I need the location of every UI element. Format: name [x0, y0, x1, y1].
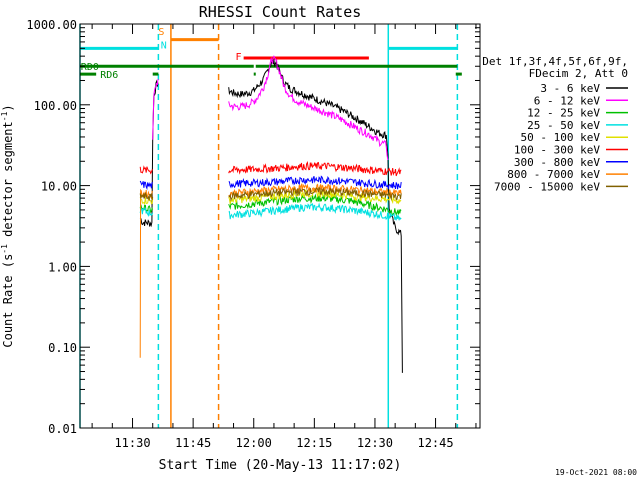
y-tick-label: 1000.00 — [26, 18, 77, 32]
legend-label: 7000 - 15000 keV — [494, 180, 600, 193]
series-line — [139, 180, 153, 191]
series-line — [152, 78, 159, 140]
legend-label: 50 - 100 keV — [521, 131, 601, 144]
legend-label: 6 - 12 keV — [534, 94, 601, 107]
series-line — [228, 187, 402, 202]
series-line — [139, 79, 159, 228]
series-line — [228, 193, 402, 217]
y-tick-label: 10.00 — [41, 180, 77, 194]
x-tick-label: 12:15 — [296, 436, 332, 450]
axes: 11:30 11:45 12:00 12:15 12:30 12:45 1000.00 100… — [26, 18, 480, 450]
x-tick-label: 12:45 — [417, 436, 453, 450]
x-tick-label: 11:45 — [175, 436, 211, 450]
y-axis-label-sup2: -1 — [0, 111, 9, 121]
y-tick-label: 100.00 — [34, 99, 77, 113]
plot-frame — [79, 23, 481, 429]
legend-label: 800 - 7000 keV — [507, 168, 600, 181]
y-axis-label: Count Rate (s-1 detector segment-1) — [0, 104, 15, 347]
series-line — [228, 175, 402, 190]
legend-header-line: FDecim 2, Att 0 — [529, 67, 628, 80]
legend-label: 300 - 800 keV — [514, 156, 600, 169]
series-line — [228, 58, 403, 373]
y-axis-label-sup1: -1 — [0, 244, 9, 254]
y-tick-label: 0.01 — [48, 422, 77, 436]
x-tick-label: 12:30 — [357, 436, 393, 450]
bar-label: RD6 — [100, 70, 118, 81]
y-axis-label-main: Count Rate (s — [1, 254, 15, 348]
bar-label: F — [236, 52, 242, 63]
legend-header-line: Det 1f,3f,4f,5f,6f,9f, — [482, 55, 628, 68]
y-tick-label: 1.00 — [48, 260, 77, 274]
series-line — [228, 160, 402, 177]
y-tick-label: 0.10 — [48, 341, 77, 355]
series-line — [228, 202, 402, 221]
legend: Det 1f,3f,4f,5f,6f,9f,FDecim 2, Att 0 3 -… — [482, 55, 628, 193]
series-line — [139, 191, 154, 201]
y-axis-label-end: ) — [1, 104, 15, 111]
y-axis-label-mid: detector segment — [1, 121, 15, 244]
x-tick-label: 12:00 — [236, 436, 272, 450]
bar-label: RD0 — [81, 62, 99, 73]
legend-label: 100 - 300 keV — [514, 144, 600, 157]
bar-label: N — [161, 40, 167, 51]
series-line — [139, 196, 154, 206]
legend-label: 12 - 25 keV — [527, 107, 600, 120]
series-line — [228, 55, 389, 161]
x-tick-label: 11:30 — [114, 436, 150, 450]
footer-date: 19-Oct-2021 08:00 — [555, 468, 637, 477]
x-axis-label: Start Time (20-May-13 11:17:02) — [159, 458, 402, 473]
series-line — [139, 165, 153, 175]
legend-label: 3 - 6 keV — [540, 82, 600, 95]
chart-title: RHESSI Count Rates — [199, 3, 362, 21]
bar-label: S — [158, 27, 164, 38]
series-line — [139, 207, 154, 218]
legend-label: 25 - 50 keV — [527, 119, 600, 132]
